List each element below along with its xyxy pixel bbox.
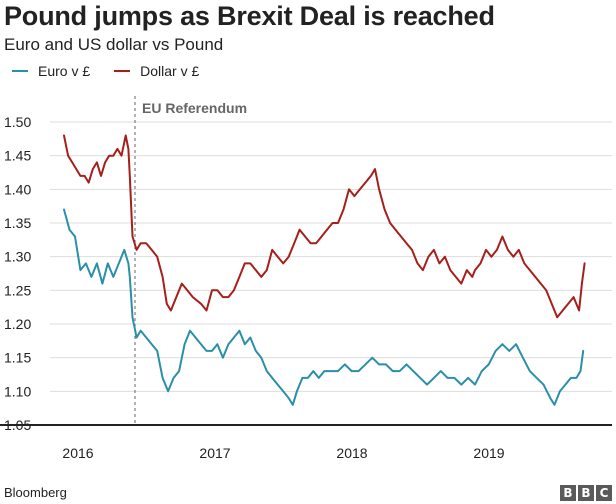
series-line-euro [63,208,585,406]
chart-title: Pound jumps as Brexit Deal is reached [4,1,495,31]
y-tick-label: 1.50 [4,114,31,130]
legend-item-euro: Euro v £ [12,63,90,79]
annotation-label: EU Referendum [142,100,247,116]
y-tick-label: 1.30 [4,249,31,265]
x-tick-label: 2017 [199,445,230,461]
x-tick-label: 2016 [62,445,93,461]
bbc-logo: B B C [558,485,612,501]
legend-swatch-euro [12,70,28,72]
y-tick-label: 1.40 [4,181,31,197]
logo-letter: B [560,485,576,501]
grid [50,121,612,392]
legend-label-dollar: Dollar v £ [140,63,200,79]
annotation-layer: EU Referendum [134,96,247,425]
chart-subtitle: Euro and US dollar vs Pound [4,35,224,54]
x-tick-label: 2018 [336,445,367,461]
y-tick-label: 1.10 [4,383,31,399]
legend-item-dollar: Dollar v £ [114,63,199,79]
y-tick-label: 1.25 [4,282,31,298]
series-layer [63,134,586,406]
series-line-dollar [63,134,586,319]
y-tick-label: 1.15 [4,350,31,366]
logo-letter: C [596,485,612,501]
x-tick-label: 2019 [473,445,504,461]
legend-label-euro: Euro v £ [38,63,91,79]
x-axis-ticks: 2016 2017 2018 2019 [62,445,504,461]
legend-swatch-dollar [114,70,131,72]
y-axis-ticks: 1.051.101.151.201.251.301.351.401.451.50 [4,114,31,433]
y-tick-label: 1.45 [4,148,31,164]
y-tick-label: 1.20 [4,316,31,332]
source-label: Bloomberg [4,485,67,500]
footer: Bloomberg B B C [0,483,616,504]
line-chart: 1.051.101.151.201.251.301.351.401.451.50… [0,96,612,461]
y-tick-label: 1.35 [4,215,31,231]
legend: Euro v £ Dollar v £ [12,62,223,80]
logo-letter: B [578,485,594,501]
